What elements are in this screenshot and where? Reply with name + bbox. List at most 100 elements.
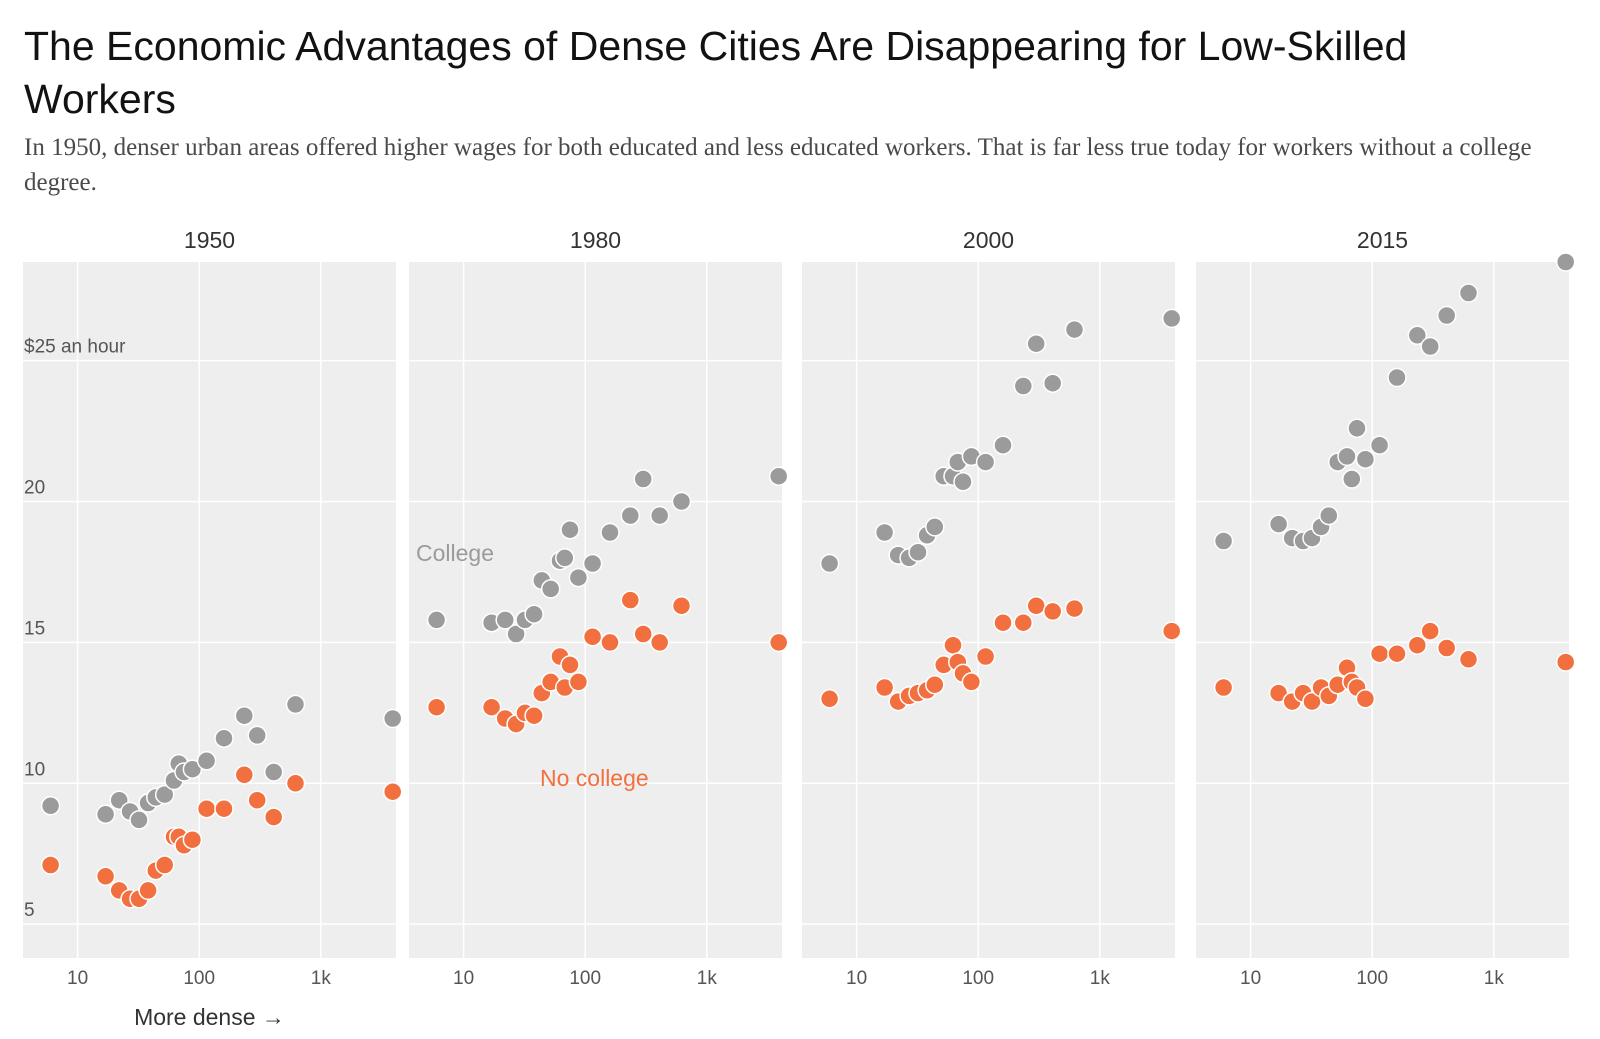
college-point — [129, 810, 149, 830]
college-point — [1064, 319, 1085, 340]
no-college-point — [1064, 598, 1085, 619]
college-point — [247, 725, 267, 746]
panel-background — [409, 262, 782, 958]
college-point — [1319, 505, 1339, 526]
college-point — [40, 796, 61, 816]
college-point — [1268, 514, 1289, 534]
college-point — [1369, 435, 1390, 455]
no-college-point — [1026, 596, 1046, 616]
no-college-point — [600, 632, 620, 653]
no-college-point — [234, 765, 255, 785]
no-college-point — [95, 866, 116, 887]
no-college-point — [263, 807, 284, 827]
no-college-series-label: No college — [540, 765, 649, 791]
college-point — [234, 705, 255, 726]
no-college-point — [768, 632, 789, 653]
no-college-point — [196, 798, 217, 819]
college-point — [1013, 376, 1034, 396]
no-college-point — [154, 855, 175, 875]
college-point — [1337, 446, 1357, 467]
no-college-point — [138, 880, 158, 901]
no-college-point — [975, 646, 996, 667]
no-college-point — [568, 672, 589, 692]
x-tick-label: 1k — [697, 968, 718, 989]
page-title: The Economic Advantages of Dense Cities … — [24, 23, 1408, 122]
college-point — [1042, 373, 1063, 393]
no-college-point — [382, 781, 403, 802]
panel-background — [23, 262, 396, 958]
no-college-point — [1042, 601, 1063, 622]
no-college-point — [819, 689, 840, 709]
college-point — [285, 694, 306, 715]
college-point — [633, 469, 653, 489]
college-point — [925, 517, 945, 537]
x-tick-label: 100 — [1356, 968, 1388, 989]
panel-2000: 2000 10 100 1k — [802, 227, 1182, 989]
college-point — [1161, 308, 1182, 329]
college-point — [1026, 333, 1046, 354]
no-college-point — [1369, 643, 1390, 664]
college-point — [495, 610, 515, 630]
no-college-point — [961, 672, 982, 692]
college-point — [524, 604, 544, 624]
x-tick-label: 1k — [311, 968, 332, 989]
x-tick-label: 10 — [453, 968, 474, 989]
panel-background — [1196, 262, 1569, 958]
panel-title: 1950 — [184, 227, 235, 253]
college-point — [768, 466, 789, 486]
no-college-point — [1407, 635, 1428, 655]
no-college-point — [214, 798, 234, 819]
college-point — [1420, 336, 1440, 357]
college-point — [671, 491, 692, 512]
college-point — [1213, 531, 1234, 551]
no-college-point — [1458, 649, 1479, 670]
x-tick-label: 100 — [962, 968, 994, 989]
y-tick-label: $25 an hour — [24, 337, 126, 358]
y-tick-label: 5 — [24, 900, 35, 921]
college-point — [582, 553, 603, 574]
college-point — [1407, 325, 1428, 346]
panel-background — [802, 262, 1175, 958]
page-subtitle: In 1950, denser urban areas offered high… — [24, 134, 1532, 196]
panel-1980: 1980 10 100 1k College No college — [409, 227, 789, 989]
college-point — [1347, 418, 1367, 439]
college-point — [1387, 367, 1407, 388]
no-college-point — [1355, 689, 1376, 709]
college-point — [649, 505, 670, 526]
panel-1950: 1950 10 100 1k 5 10 15 20 $25 an hour More dense … — [23, 227, 403, 1030]
no-college-point — [560, 655, 580, 675]
no-college-point — [582, 627, 603, 647]
no-college-point — [481, 697, 502, 717]
x-tick-label: 1k — [1484, 968, 1505, 989]
college-point — [1436, 305, 1457, 326]
no-college-point — [285, 773, 306, 794]
x-tick-label: 10 — [67, 968, 88, 989]
college-point — [214, 728, 234, 748]
no-college-point — [1420, 621, 1440, 641]
college-point — [560, 519, 580, 540]
y-tick-label: 10 — [24, 759, 45, 780]
college-point — [600, 522, 620, 543]
x-axis-label: More dense → — [134, 1004, 285, 1030]
college-point — [1342, 469, 1362, 489]
no-college-point — [1387, 643, 1407, 664]
no-college-point — [1436, 638, 1457, 658]
college-point — [263, 762, 284, 782]
y-tick-label: 20 — [24, 478, 45, 499]
college-point — [1355, 449, 1376, 469]
x-tick-label: 10 — [846, 968, 867, 989]
college-point — [382, 708, 403, 729]
no-college-point — [943, 635, 963, 655]
college-point — [568, 567, 589, 588]
college-point — [555, 548, 575, 568]
college-point — [874, 522, 895, 543]
x-tick-label: 10 — [1240, 968, 1261, 989]
college-point — [540, 579, 561, 599]
no-college-point — [40, 855, 61, 875]
college-point — [95, 804, 116, 825]
x-tick-label: 100 — [569, 968, 601, 989]
no-college-point — [1213, 677, 1234, 698]
no-college-point — [874, 677, 895, 698]
college-point — [908, 542, 928, 562]
